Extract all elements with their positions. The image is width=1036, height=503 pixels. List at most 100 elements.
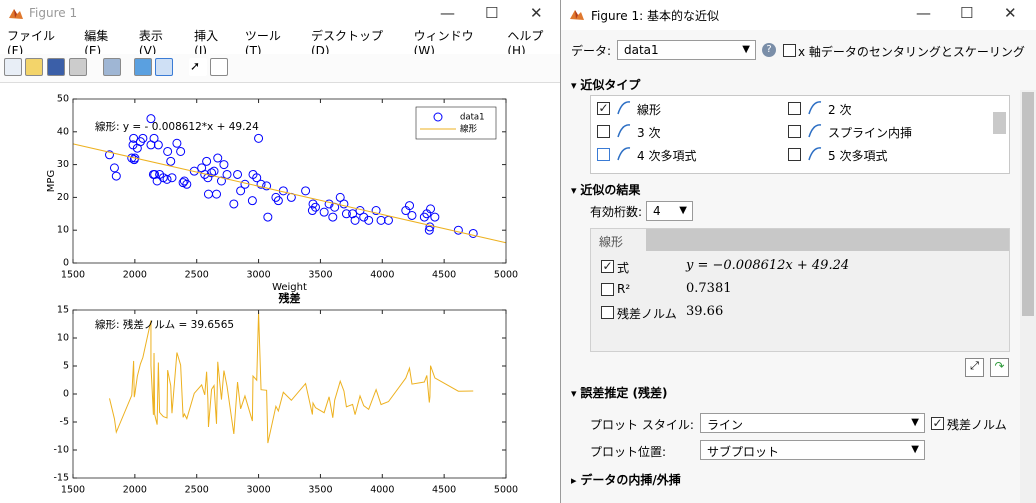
- figure-canvas: 1500 2000 2500 3000 3500 4000 4500 5000 0 10 20 30 4…: [46, 94, 518, 496]
- data-point: [209, 166, 219, 176]
- section-header[interactable]: 近似の結果: [571, 181, 640, 198]
- checkbox[interactable]: [788, 148, 801, 161]
- checkbox[interactable]: ✓: [931, 416, 944, 430]
- data-point: [341, 209, 351, 219]
- data-point: [247, 196, 257, 206]
- checkbox[interactable]: [601, 306, 614, 319]
- data-line: [72, 143, 507, 244]
- checkbox-label: 残差ノルム: [947, 418, 1007, 432]
- property-button[interactable]: [210, 58, 228, 76]
- x-tick-label: 2000: [123, 485, 147, 496]
- fit-icon: [808, 101, 822, 115]
- checkbox[interactable]: [783, 44, 796, 57]
- fit-type-label: 4 次多項式: [637, 149, 697, 163]
- section-header[interactable]: データの内挿/外挿: [571, 471, 680, 488]
- result-value: y = −0.008612x + 49.24: [686, 258, 850, 273]
- menu-item[interactable]: 表示(V): [138, 28, 163, 58]
- expand-button[interactable]: ⤢: [965, 358, 984, 377]
- fit-type-label: 3 次: [637, 126, 661, 140]
- y-tick-label: 0: [63, 389, 69, 400]
- data-point: [371, 206, 381, 216]
- window-separator: [560, 0, 561, 503]
- data-point: [167, 173, 177, 183]
- x-tick-label: 1500: [61, 270, 85, 281]
- checkbox[interactable]: ✓: [597, 101, 610, 115]
- menu-item[interactable]: ファイル(F): [7, 28, 56, 58]
- toolbar: [0, 54, 560, 83]
- menu-bar: ファイル(F) 編集(E) 表示(V) 挿入(I) ツール(T) デスクトップ(D) ウィン…: [0, 29, 560, 58]
- checkbox-label: x 軸データのセンタリングとスケーリング: [798, 45, 1025, 59]
- maximize-button[interactable]: ☐: [960, 4, 974, 22]
- tab-strip: [591, 229, 1009, 251]
- y-tick-label: 5: [63, 361, 69, 372]
- data-point: [172, 138, 182, 148]
- close-button[interactable]: ✕: [1004, 4, 1017, 22]
- link-button[interactable]: [103, 58, 121, 76]
- data-point: [130, 153, 140, 163]
- checkbox[interactable]: [597, 125, 610, 138]
- list-scroll-thumb[interactable]: [993, 112, 1006, 134]
- maximize-button[interactable]: ☐: [485, 4, 499, 22]
- chart-title: 残差: [278, 291, 301, 305]
- result-label: R²: [617, 282, 631, 296]
- data-point: [328, 212, 338, 222]
- data-point: [212, 189, 222, 199]
- export-button[interactable]: ↷: [990, 358, 1009, 377]
- checkbox[interactable]: [601, 283, 614, 296]
- data-point: [301, 186, 311, 196]
- data-point: [213, 153, 223, 163]
- basic-fitting-window: Figure 1: 基本的な近似 — ☐ ✕ データ: data1 ? x 軸デ…: [561, 0, 1036, 503]
- menu-item[interactable]: 編集(E): [84, 28, 109, 58]
- data-point: [430, 212, 440, 222]
- y-tick-label: 30: [57, 159, 69, 170]
- data-point: [222, 169, 232, 179]
- checkbox[interactable]: [597, 148, 610, 161]
- data-point: [229, 199, 239, 209]
- figure-window: Figure 1 — ☐ ✕ ファイル(F) 編集(E) 表示(V) 挿入(I) ツール…: [0, 4, 560, 496]
- save-button[interactable]: [47, 58, 65, 76]
- data-point: [252, 173, 262, 183]
- legend-label: 線形: [460, 124, 478, 135]
- digits-dropdown[interactable]: 4: [646, 201, 693, 221]
- checkbox[interactable]: [788, 125, 801, 138]
- data-point: [176, 146, 186, 156]
- tab[interactable]: 線形: [591, 229, 646, 251]
- data-point: [310, 202, 320, 212]
- data-point: [407, 210, 417, 220]
- section-header[interactable]: 近似タイプ: [571, 76, 640, 93]
- data-point: [271, 192, 281, 202]
- data-point: [273, 196, 283, 206]
- app-icon: [570, 10, 584, 20]
- fit-icon: [617, 147, 631, 161]
- section-header[interactable]: 誤差推定 (残差): [571, 384, 667, 401]
- minimize-button[interactable]: —: [440, 4, 455, 22]
- colorbar-button[interactable]: [134, 58, 152, 76]
- menu-item[interactable]: ツール(T): [244, 28, 281, 58]
- menu-item[interactable]: ウィンドウ(W): [413, 28, 474, 58]
- data-line: [109, 312, 474, 444]
- help-icon[interactable]: ?: [762, 43, 776, 57]
- fit-type-label: 2 次: [828, 103, 852, 117]
- menu-item[interactable]: ヘルプ(H): [507, 28, 544, 58]
- plot-style-dropdown[interactable]: ライン: [700, 413, 925, 433]
- menu-item[interactable]: デスクトップ(D): [310, 28, 383, 58]
- x-tick-label: 5000: [494, 270, 518, 281]
- data-point: [376, 215, 386, 225]
- x-tick-label: 2000: [123, 270, 147, 281]
- pointer-button[interactable]: ➚: [189, 58, 207, 76]
- print-button[interactable]: [69, 58, 87, 76]
- x-tick-label: 3000: [246, 485, 270, 496]
- checkbox[interactable]: ✓: [601, 259, 614, 273]
- data-dropdown[interactable]: data1: [617, 40, 756, 60]
- menu-item[interactable]: 挿入(I): [194, 28, 219, 58]
- plot-location-dropdown[interactable]: サブプロット: [700, 440, 925, 460]
- close-button[interactable]: ✕: [530, 4, 543, 22]
- x-tick-label: 5000: [494, 485, 518, 496]
- legend-button[interactable]: [155, 58, 173, 76]
- y-axis-label: MPG: [46, 170, 57, 192]
- scroll-thumb[interactable]: [1022, 92, 1034, 316]
- new-button[interactable]: [4, 58, 22, 76]
- minimize-button[interactable]: —: [916, 4, 931, 22]
- checkbox[interactable]: [788, 102, 801, 115]
- open-button[interactable]: [25, 58, 43, 76]
